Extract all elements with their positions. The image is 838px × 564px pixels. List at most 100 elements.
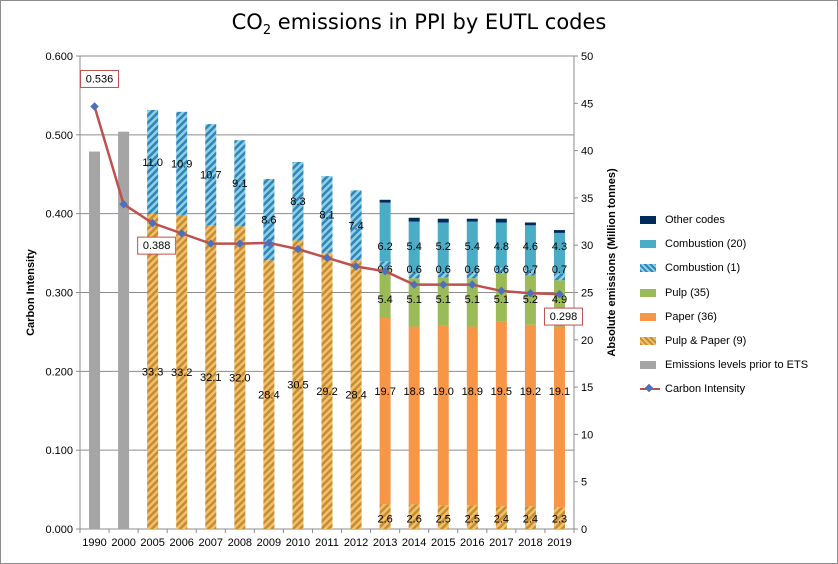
x-tick-label: 2007 bbox=[199, 537, 223, 549]
bar-segment bbox=[205, 225, 217, 530]
bar-data-label: 0.7 bbox=[552, 264, 567, 276]
legend-label: Pulp & Paper (9) bbox=[665, 335, 747, 348]
bar-segment bbox=[379, 504, 391, 529]
bar-segment bbox=[408, 221, 420, 273]
right-tick-label: 0 bbox=[581, 524, 587, 536]
x-tick-label: 2013 bbox=[373, 537, 397, 549]
x-tick-label: 2000 bbox=[111, 537, 135, 549]
callout-box bbox=[80, 69, 120, 88]
legend-swatch bbox=[640, 312, 656, 321]
bar-data-label: 0.6 bbox=[436, 264, 451, 276]
bar-data-label: 2.5 bbox=[436, 514, 451, 526]
bar-segment bbox=[176, 214, 188, 530]
bar-data-label: 2.4 bbox=[523, 514, 538, 526]
bar-segment bbox=[234, 140, 246, 227]
callout-box bbox=[137, 236, 177, 255]
bar-segment bbox=[466, 505, 478, 529]
bar-data-label: 30.5 bbox=[287, 380, 308, 392]
left-tick-label: 0.100 bbox=[45, 445, 73, 457]
bar-segment bbox=[263, 260, 275, 529]
bar-data-label: 19.1 bbox=[549, 386, 570, 398]
bar-data-label: 18.8 bbox=[403, 386, 424, 398]
right-tick-label: 40 bbox=[581, 146, 593, 158]
bar-data-label: 19.2 bbox=[520, 386, 541, 398]
x-tick-label: 2010 bbox=[286, 537, 310, 549]
carbon-intensity-point bbox=[497, 286, 506, 296]
callout-label: 0.298 bbox=[550, 311, 578, 323]
bar-segment bbox=[379, 202, 391, 262]
bar-data-label: 4.3 bbox=[552, 241, 567, 253]
bar-segment bbox=[553, 273, 565, 281]
bar-data-label: 33.3 bbox=[142, 366, 163, 378]
bar-data-label: 19.5 bbox=[491, 386, 512, 398]
x-tick-label: 2015 bbox=[431, 537, 455, 549]
legend-item: Carbon Intensity bbox=[640, 377, 808, 401]
bar-segment bbox=[495, 321, 507, 507]
bar-data-label: 10.7 bbox=[200, 170, 221, 182]
legend-item: Combustion (20) bbox=[640, 232, 808, 256]
bar-data-label: 5.4 bbox=[407, 241, 422, 253]
legend-item: Other codes bbox=[640, 208, 808, 232]
legend-swatch bbox=[640, 216, 656, 225]
bar-segment bbox=[379, 266, 391, 319]
carbon-intensity-point bbox=[90, 102, 99, 111]
left-tick-label: 0.300 bbox=[45, 288, 73, 300]
carbon-intensity-point bbox=[293, 244, 303, 254]
bar-segment bbox=[408, 504, 420, 529]
legend-label: Pulp (35) bbox=[665, 286, 710, 299]
right-tick-label: 50 bbox=[581, 51, 593, 63]
callout-label: 0.388 bbox=[143, 240, 171, 252]
chart-legend: Other codes Combustion (20) Combustion (1)… bbox=[640, 208, 808, 402]
bar-segment bbox=[263, 178, 275, 261]
bar-data-label: 10.9 bbox=[171, 158, 192, 170]
bar-segment bbox=[524, 506, 536, 529]
bar-segment bbox=[495, 222, 507, 268]
x-tick-label: 2019 bbox=[547, 537, 571, 549]
legend-line-swatch bbox=[640, 384, 660, 394]
bar-data-label: 29.2 bbox=[316, 386, 337, 398]
bar-segment bbox=[89, 151, 101, 529]
bar-segment bbox=[524, 324, 536, 507]
left-tick-label: 0.200 bbox=[45, 366, 73, 378]
bar-segment bbox=[292, 240, 304, 529]
right-tick-label: 15 bbox=[581, 382, 593, 394]
bar-data-label: 5.2 bbox=[523, 294, 538, 306]
x-tick-label: 2017 bbox=[489, 537, 513, 549]
x-tick-label: 2009 bbox=[257, 537, 281, 549]
bar-segment bbox=[495, 218, 507, 223]
carbon-intensity-point bbox=[351, 262, 361, 271]
bar-data-label: 4.9 bbox=[552, 294, 567, 306]
bar-segment bbox=[437, 222, 449, 272]
bar-data-label: 33.2 bbox=[171, 367, 192, 379]
carbon-intensity-point bbox=[555, 289, 564, 299]
left-tick-label: 0.000 bbox=[45, 524, 73, 536]
right-tick-label: 45 bbox=[581, 98, 593, 110]
legend-label: Paper (36) bbox=[665, 310, 717, 323]
bar-data-label: 5.1 bbox=[494, 294, 509, 306]
bar-data-label: 9.1 bbox=[232, 178, 247, 190]
bar-segment bbox=[379, 199, 391, 203]
right-tick-label: 35 bbox=[581, 193, 593, 205]
x-tick-label: 2014 bbox=[402, 537, 426, 549]
carbon-intensity-point bbox=[235, 239, 245, 248]
callout-label: 0.536 bbox=[86, 73, 114, 85]
legend-item: Combustion (1) bbox=[640, 256, 808, 280]
bar-segment bbox=[466, 272, 478, 279]
bar-segment bbox=[437, 277, 449, 326]
carbon-intensity-point bbox=[148, 218, 157, 228]
bar-data-label: 2.6 bbox=[377, 514, 392, 526]
chart-title: CO2 emissions in PPI by EUTL codes bbox=[231, 10, 607, 39]
callout-box bbox=[543, 307, 583, 326]
bar-data-label: 11.0 bbox=[142, 157, 163, 169]
left-tick-label: 0.600 bbox=[45, 51, 73, 63]
right-tick-label: 10 bbox=[581, 429, 593, 441]
bar-segment bbox=[176, 111, 188, 215]
bar-segment bbox=[234, 226, 246, 529]
bar-segment bbox=[408, 326, 420, 505]
bar-segment bbox=[350, 190, 362, 261]
bar-segment bbox=[495, 273, 507, 322]
bar-data-label: 6.2 bbox=[377, 241, 392, 253]
bar-data-label: 0.7 bbox=[523, 264, 538, 276]
right-axis-title: Absolute emissions (Million tonnes) bbox=[606, 168, 618, 357]
bar-segment bbox=[118, 131, 130, 529]
